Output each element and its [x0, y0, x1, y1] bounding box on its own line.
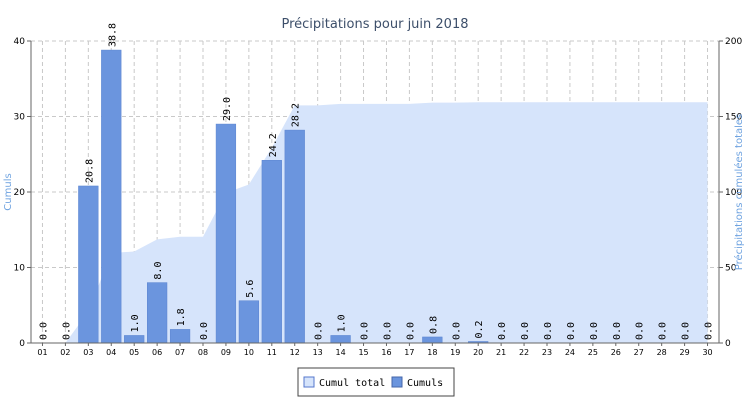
data-label-day-17: 0.0	[405, 322, 416, 340]
right-axis-label: Précipitations cumulées totales	[733, 114, 745, 271]
legend-swatch-cumul-total	[303, 376, 315, 388]
data-label-day-04: 38.8	[107, 23, 118, 47]
legend-swatch-cumuls	[391, 376, 403, 388]
data-label-day-13: 0.0	[314, 322, 325, 340]
data-label-day-28: 0.0	[658, 322, 669, 340]
data-label-day-02: 0.0	[61, 322, 72, 340]
x-tick-label: 26	[611, 348, 621, 357]
data-label-layer: 0.0 0.0 20.8 38.8 1.0 8.0 1.8 0.0 29.0 5.6 24.2 28.…	[38, 23, 714, 340]
data-label-day-01: 0.0	[38, 322, 49, 340]
x-tick-label: 24	[565, 348, 575, 357]
data-label-day-15: 0.0	[360, 322, 371, 340]
x-tick-label: 11	[267, 348, 277, 357]
data-label-day-29: 0.0	[681, 322, 692, 340]
data-label-day-12: 28.2	[291, 103, 302, 127]
left-tick-label: 40	[14, 37, 26, 47]
x-tick-label: 15	[358, 348, 368, 357]
data-label-day-22: 0.0	[520, 322, 531, 340]
x-tick-label: 09	[221, 348, 231, 357]
axis-layer: 0 10 20 30 40 0 50 100 150 200 01 02 03 04 05 06 07 08 09 1…	[14, 37, 743, 357]
legend-box	[297, 367, 455, 397]
x-tick-label: 21	[496, 348, 506, 357]
left-tick-label: 20	[14, 188, 26, 198]
data-label-day-07: 1.8	[176, 308, 187, 326]
data-label-day-06: 8.0	[153, 262, 164, 280]
bar-day-18	[422, 336, 443, 344]
bar-day-14	[330, 335, 351, 344]
data-label-day-18: 0.8	[428, 316, 439, 334]
bar-day-07	[169, 329, 191, 344]
x-tick-label: 07	[175, 348, 185, 357]
data-label-day-20: 0.2	[474, 320, 485, 338]
x-tick-label: 16	[381, 348, 391, 357]
x-tick-label: 28	[657, 348, 667, 357]
x-tick-label: 25	[588, 348, 598, 357]
x-tick-label: 04	[106, 348, 116, 357]
x-tick-label: 22	[519, 348, 529, 357]
left-tick-label: 0	[19, 339, 25, 349]
x-tick-label: 29	[680, 348, 690, 357]
data-label-day-03: 20.8	[84, 159, 95, 183]
x-tick-label: 12	[290, 348, 300, 357]
cumul-total-area	[42, 102, 708, 343]
right-tick-label: 200	[725, 37, 742, 47]
bar-day-09	[215, 123, 237, 344]
data-label-day-25: 0.0	[589, 322, 600, 340]
left-tick-label: 10	[14, 264, 26, 274]
x-tick-label: 14	[336, 348, 346, 357]
x-tick-label: 01	[37, 348, 47, 357]
x-tick-label: 08	[198, 348, 208, 357]
data-label-day-16: 0.0	[382, 322, 393, 340]
x-tick-label: 23	[542, 348, 552, 357]
data-label-day-21: 0.0	[497, 322, 508, 340]
bar-day-06	[147, 282, 168, 344]
x-tick-label: 17	[404, 348, 414, 357]
bar-day-05	[124, 335, 145, 344]
data-label-day-10: 5.6	[245, 280, 256, 298]
data-label-day-11: 24.2	[268, 133, 279, 157]
right-tick-label: 150	[725, 113, 742, 123]
x-tick-label: 18	[427, 348, 437, 357]
right-tick-label: 50	[725, 264, 737, 274]
right-tick-label: 0	[725, 339, 731, 349]
chart-title: Précipitations pour juin 2018	[281, 17, 468, 32]
x-tick-label: 02	[60, 348, 70, 357]
bar-day-03	[78, 185, 99, 344]
data-label-day-26: 0.0	[612, 322, 623, 340]
left-tick-label: 30	[14, 113, 26, 123]
bar-day-04	[101, 49, 122, 344]
right-tick-label: 100	[725, 188, 742, 198]
x-tick-label: 05	[129, 348, 139, 357]
data-label-day-14: 1.0	[337, 314, 348, 332]
x-tick-label: 03	[83, 348, 93, 357]
cumulative-area-layer	[42, 102, 708, 343]
left-axis-label: Cumuls	[3, 173, 14, 210]
legend-label-cumul-total: Cumul total	[319, 378, 385, 389]
bar-day-11	[261, 160, 282, 344]
legend-label-cumuls: Cumuls	[407, 378, 443, 389]
x-tick-label: 10	[244, 348, 254, 357]
data-label-day-08: 0.0	[199, 322, 210, 340]
data-label-day-09: 29.0	[222, 97, 233, 121]
x-tick-label: 27	[634, 348, 644, 357]
bar-layer	[78, 49, 489, 344]
data-label-day-24: 0.0	[566, 322, 577, 340]
bar-day-12	[284, 129, 305, 344]
bar-day-10	[238, 300, 259, 344]
data-label-day-23: 0.0	[543, 322, 554, 340]
x-tick-label: 30	[702, 348, 712, 357]
x-tick-label: 13	[313, 348, 323, 357]
x-tick-label: 06	[152, 348, 162, 357]
legend: Cumul total Cumuls	[297, 367, 455, 397]
x-tick-label: 20	[473, 348, 483, 357]
data-label-day-30: 0.0	[704, 322, 715, 340]
data-label-day-19: 0.0	[451, 322, 462, 340]
data-label-day-05: 1.0	[130, 314, 141, 332]
x-tick-label: 19	[450, 348, 460, 357]
data-label-day-27: 0.0	[635, 322, 646, 340]
